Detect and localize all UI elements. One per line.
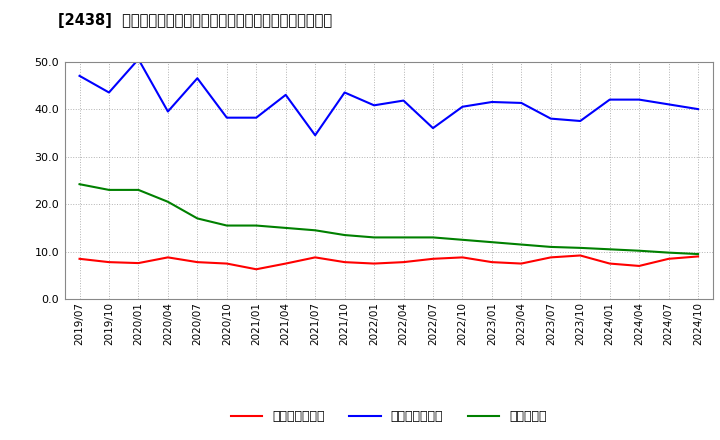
Legend: 売上債権回転率, 買入債務回転率, 在庫回転率: 売上債権回転率, 買入債務回転率, 在庫回転率 (225, 405, 552, 428)
売上債権回転率 (163, 255, 172, 260)
在庫回転率 (370, 235, 379, 240)
買入債務回転率 (399, 98, 408, 103)
売上債権回転率 (606, 261, 614, 266)
売上債権回転率 (134, 260, 143, 266)
買入債務回転率 (341, 90, 349, 95)
在庫回転率 (399, 235, 408, 240)
買入債務回転率 (606, 97, 614, 102)
在庫回転率 (341, 232, 349, 238)
売上債権回転率 (252, 267, 261, 272)
買入債務回転率 (546, 116, 555, 121)
買入債務回転率 (428, 125, 437, 131)
Text: [2438]  売上債権回転率、買入債務回転率、在庫回転率の推移: [2438] 売上債権回転率、買入債務回転率、在庫回転率の推移 (58, 13, 332, 28)
Line: 買入債務回転率: 買入債務回転率 (79, 59, 698, 135)
在庫回転率 (163, 199, 172, 205)
在庫回転率 (282, 225, 290, 231)
在庫回転率 (75, 182, 84, 187)
買入債務回転率 (163, 109, 172, 114)
買入債務回転率 (252, 115, 261, 120)
買入債務回転率 (282, 92, 290, 98)
在庫回転率 (546, 244, 555, 249)
在庫回転率 (694, 251, 703, 257)
在庫回転率 (222, 223, 231, 228)
売上債権回転率 (665, 256, 673, 261)
売上債権回転率 (341, 260, 349, 265)
売上債権回転率 (282, 261, 290, 266)
買入債務回転率 (222, 115, 231, 120)
在庫回転率 (428, 235, 437, 240)
売上債権回転率 (517, 261, 526, 266)
買入債務回転率 (635, 97, 644, 102)
在庫回転率 (311, 227, 320, 233)
買入債務回転率 (311, 132, 320, 138)
売上債権回転率 (399, 260, 408, 265)
売上債権回転率 (546, 255, 555, 260)
売上債権回転率 (370, 261, 379, 266)
買入債務回転率 (576, 118, 585, 124)
在庫回転率 (665, 250, 673, 255)
在庫回転率 (635, 248, 644, 253)
買入債務回転率 (694, 106, 703, 112)
売上債権回転率 (458, 255, 467, 260)
在庫回転率 (517, 242, 526, 247)
買入債務回転率 (458, 104, 467, 110)
在庫回転率 (134, 187, 143, 193)
売上債権回転率 (428, 256, 437, 261)
買入債務回転率 (665, 102, 673, 107)
買入債務回転率 (104, 90, 113, 95)
売上債権回転率 (487, 260, 496, 265)
売上債権回転率 (635, 263, 644, 268)
在庫回転率 (576, 245, 585, 250)
売上債権回転率 (193, 260, 202, 265)
買入債務回転率 (193, 76, 202, 81)
在庫回転率 (104, 187, 113, 193)
買入債務回転率 (370, 103, 379, 108)
売上債権回転率 (694, 254, 703, 259)
在庫回転率 (193, 216, 202, 221)
Line: 売上債権回転率: 売上債権回転率 (79, 256, 698, 269)
売上債権回転率 (576, 253, 585, 258)
買入債務回転率 (75, 73, 84, 78)
売上債権回転率 (311, 255, 320, 260)
買入債務回転率 (134, 57, 143, 62)
売上債権回転率 (75, 256, 84, 261)
在庫回転率 (606, 247, 614, 252)
売上債権回転率 (104, 260, 113, 265)
Line: 在庫回転率: 在庫回転率 (79, 184, 698, 254)
在庫回転率 (458, 237, 467, 242)
買入債務回転率 (487, 99, 496, 105)
売上債権回転率 (222, 261, 231, 266)
買入債務回転率 (517, 100, 526, 106)
在庫回転率 (252, 223, 261, 228)
在庫回転率 (487, 239, 496, 245)
